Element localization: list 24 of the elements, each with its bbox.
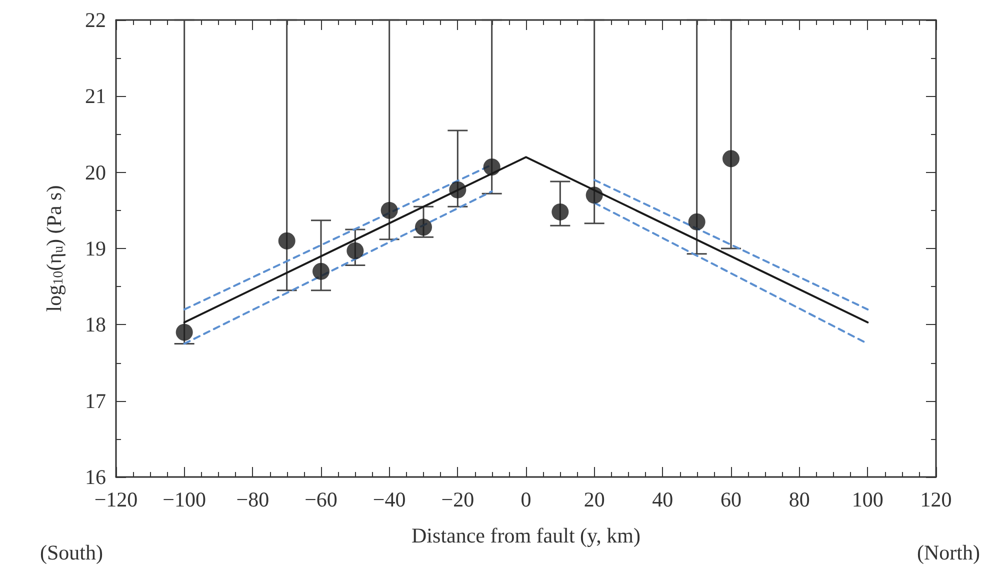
x-tick-label: −120 — [94, 488, 138, 512]
x-tick-label: 120 — [920, 488, 952, 512]
y-tick-label: 16 — [85, 465, 106, 489]
x-tick-label: 0 — [520, 488, 532, 512]
y-tick-label: 17 — [85, 388, 106, 413]
y-tick-label: 21 — [85, 84, 106, 108]
y-axis-title: log10(ηu) (Pa s) — [42, 185, 66, 312]
y-tick-label: 18 — [85, 312, 106, 337]
x-tick-label: 40 — [652, 488, 674, 512]
x-tick-label: 20 — [584, 488, 605, 512]
y-tick-label: 22 — [85, 8, 106, 32]
x-axis-title: Distance from fault (y, km) — [412, 524, 640, 548]
y-tick-label: 19 — [85, 236, 106, 260]
y-tick-label: 20 — [85, 160, 106, 184]
x-tick-label: −40 — [372, 488, 406, 512]
x-tick-label: −80 — [236, 488, 270, 512]
text: (South) — [40, 540, 104, 564]
x-tick-label: 100 — [852, 488, 884, 512]
x-tick-label: −20 — [441, 488, 474, 512]
x-tick-label: 80 — [788, 488, 810, 512]
x-tick-label: 60 — [720, 488, 742, 512]
x-tick-label: −60 — [304, 488, 338, 512]
text: (North) — [917, 540, 980, 564]
x-tick-label: −100 — [162, 488, 206, 512]
